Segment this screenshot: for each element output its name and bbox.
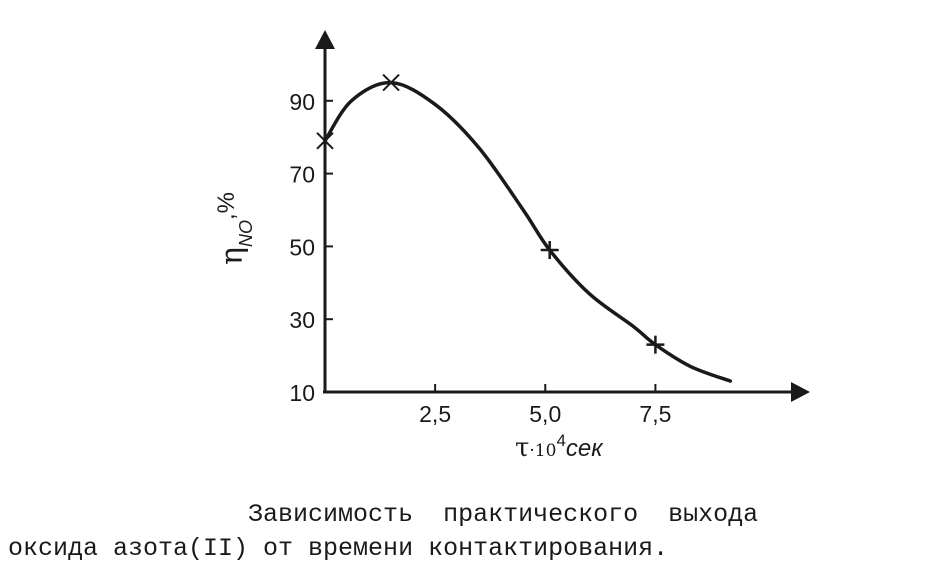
y-axis-subscript: NO: [236, 220, 256, 247]
x-axis-unit: сек: [566, 435, 604, 462]
marker-group: [316, 73, 665, 354]
y-tick-label: 10: [289, 380, 315, 406]
y-axis-label: ηNO,%: [213, 192, 256, 265]
cross-marker: [316, 132, 334, 150]
y-axis-arrow: [315, 30, 335, 49]
x-tick-label: 7,5: [639, 401, 671, 427]
x-axis-exponent: 4: [556, 431, 565, 450]
chart: 2,5 5,0 7,5 10 30 50 70 90 τ·104сек ηNO,%: [213, 30, 810, 463]
cross-marker: [382, 73, 400, 92]
tick-label-group: 2,5 5,0 7,5 10 30 50 70 90: [289, 89, 671, 427]
y-tick-label: 90: [289, 89, 315, 115]
y-tick-label: 30: [289, 307, 315, 333]
y-axis-unit: ,%: [213, 192, 240, 220]
caption-line-2: оксида азота(II) от времени контактирова…: [8, 534, 669, 563]
y-tick-label: 70: [289, 162, 315, 188]
caption-line-1: Зависимость практического выхода: [8, 500, 759, 529]
y-tick-label: 50: [289, 234, 315, 260]
data-curve: [323, 80, 733, 383]
x-tick-label: 5,0: [529, 401, 561, 427]
y-axis-symbol: η: [215, 247, 250, 265]
plus-marker: [540, 241, 559, 260]
x-tick-label: 2,5: [419, 401, 451, 427]
tick-group: [325, 99, 657, 393]
x-axis-symbol: τ: [515, 433, 529, 463]
x-axis-label: τ·104сек: [515, 431, 604, 463]
x-axis-multiplier: ·10: [529, 441, 556, 461]
plus-marker: [646, 335, 665, 354]
x-axis-arrow: [791, 382, 810, 402]
